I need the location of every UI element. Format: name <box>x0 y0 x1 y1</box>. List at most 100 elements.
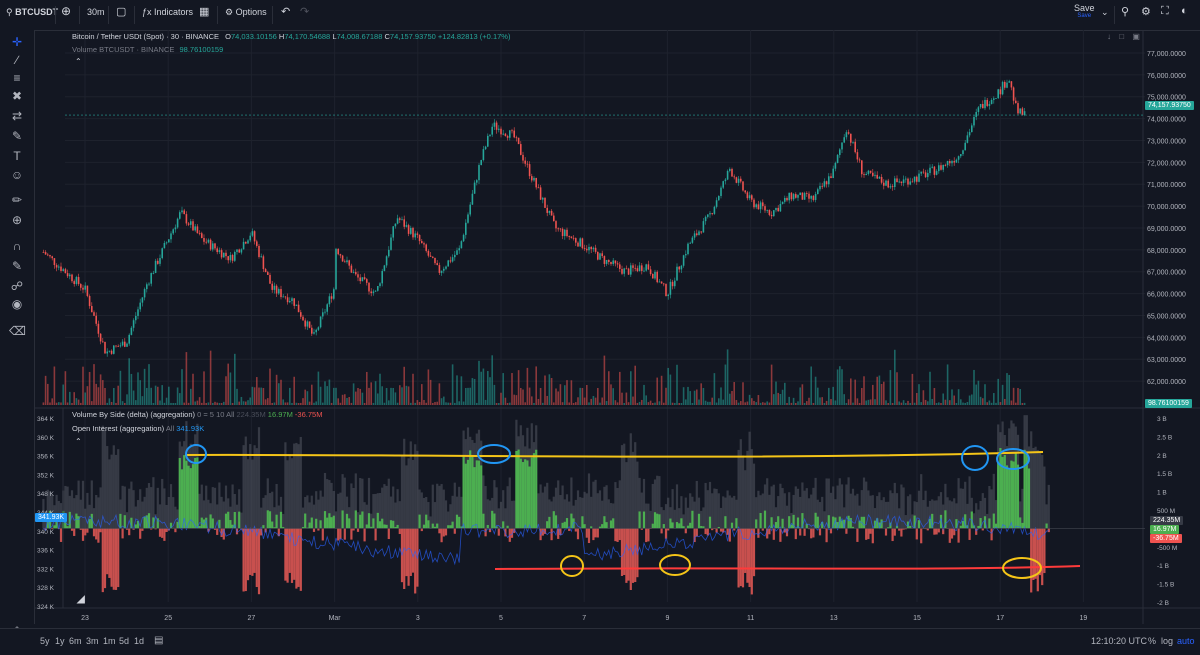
volume-bar <box>238 402 240 405</box>
candle-body <box>991 100 993 104</box>
fullscreen-icon[interactable]: ⛶ <box>1161 5 1169 18</box>
ruler-icon[interactable]: ✏ <box>9 192 25 208</box>
clock-time[interactable]: 12:10:20 UTC <box>1091 636 1147 646</box>
price-tick-label: 65,000.0000 <box>1147 313 1186 320</box>
crosshair-icon[interactable]: ✛ <box>9 34 25 50</box>
text-icon[interactable]: T <box>9 148 25 164</box>
range-3m[interactable]: 3m <box>86 636 99 646</box>
volume-bar <box>164 403 166 405</box>
delta-bar <box>960 526 962 529</box>
candle-body <box>252 231 254 235</box>
delta-bar <box>375 528 377 540</box>
collapse-lower-legend-icon[interactable]: ⌃ <box>75 437 82 446</box>
delta-aggregate-bar <box>133 490 135 528</box>
indicators-button[interactable]: ƒx Indicators <box>142 7 193 17</box>
auto-toggle[interactable]: auto <box>1177 636 1195 646</box>
range-6m[interactable]: 6m <box>69 636 82 646</box>
last-price-tag: 74,157.93750 <box>1145 101 1194 110</box>
oi-tick-label: 324 K <box>37 604 55 611</box>
camera-icon[interactable]: ◐ <box>1181 5 1188 17</box>
trend-line-icon[interactable]: ∕ <box>9 52 25 68</box>
prediction-icon[interactable]: ⇄ <box>9 108 25 124</box>
pattern-icon[interactable]: ✖ <box>9 88 25 104</box>
delta-aggregate-bar <box>766 478 768 528</box>
interval-button[interactable]: 30m <box>87 7 105 17</box>
lock-icon[interactable]: ☍ <box>9 278 25 294</box>
pane-fullscreen-icon[interactable]: ▣ <box>1132 32 1140 41</box>
range-5d[interactable]: 5d <box>119 636 129 646</box>
trash-icon[interactable]: ⌫ <box>9 323 25 339</box>
volume-bar <box>241 397 243 405</box>
candle-body <box>230 255 232 260</box>
percent-toggle[interactable]: % <box>1148 636 1156 646</box>
range-5y[interactable]: 5y <box>40 636 50 646</box>
volume-bar <box>718 398 720 405</box>
candles-icon[interactable]: ▢ <box>116 5 126 18</box>
candle-body <box>995 98 997 99</box>
delta-aggregate-bar <box>108 459 110 528</box>
candle-body <box>945 165 947 166</box>
delta-aggregate-bar <box>991 489 993 528</box>
delta-bar <box>388 528 390 539</box>
volume-bar <box>986 402 988 405</box>
candle-body <box>139 303 141 310</box>
pane-down-icon[interactable]: ↓ <box>1107 32 1111 41</box>
symbol-search[interactable]: ⚲ BTCUSDT <box>6 7 58 18</box>
save-dropdown-icon[interactable]: ⌄ <box>1101 7 1109 18</box>
range-1y[interactable]: 1y <box>55 636 65 646</box>
candle-body <box>498 129 500 130</box>
quick-search-icon[interactable]: ⚲ <box>1121 5 1129 18</box>
delta-bar <box>1006 465 1008 528</box>
log-toggle[interactable]: log <box>1161 636 1173 646</box>
candle-body <box>557 228 559 229</box>
candle-body <box>1004 82 1006 88</box>
magnet-icon[interactable]: ∩ <box>9 238 25 254</box>
candle-body <box>322 312 324 316</box>
pane-controls[interactable]: ↓ □ ▣ <box>1107 32 1140 41</box>
options-button[interactable]: ⚙ Options <box>225 7 267 18</box>
delta-aggregate-bar <box>746 451 748 529</box>
volume-bar <box>502 373 504 405</box>
candle-body <box>296 305 298 306</box>
compare-add-icon[interactable]: ⊕ <box>61 4 71 18</box>
range-1d[interactable]: 1d <box>134 636 144 646</box>
candle-body <box>188 223 190 224</box>
brush-icon[interactable]: ✎ <box>9 128 25 144</box>
delta-bar <box>988 518 990 528</box>
volume-bar <box>450 403 452 405</box>
candle-body <box>601 253 603 256</box>
delta-aggregate-bar <box>544 487 546 529</box>
candle-body <box>1017 103 1019 113</box>
delta-aggregate-bar <box>236 505 238 529</box>
goto-date-icon[interactable]: ▤ <box>154 635 163 646</box>
volume-bar <box>287 402 289 405</box>
delta-bar <box>991 528 993 540</box>
emoji-icon[interactable]: ☺ <box>9 167 25 183</box>
undo-icon[interactable]: ↶ <box>281 5 290 18</box>
delta-aggregate-bar <box>170 484 172 528</box>
redo-icon[interactable]: ↷ <box>300 5 309 18</box>
candle-body <box>978 107 980 112</box>
collapse-legend-icon[interactable]: ⌃ <box>75 57 82 66</box>
settings-icon[interactable]: ⚙ <box>1141 5 1151 18</box>
delta-aggregate-bar <box>256 448 258 528</box>
volume-bar <box>894 350 896 405</box>
fib-icon[interactable]: ≡ <box>9 70 25 86</box>
zoom-in-icon[interactable]: ⊕ <box>9 212 25 228</box>
delta-aggregate-bar <box>104 430 106 528</box>
delta-bar <box>1010 461 1012 529</box>
delta-bar <box>639 511 641 528</box>
pane-maximize-icon[interactable]: □ <box>1119 32 1124 41</box>
candle-body <box>175 227 177 229</box>
range-1m[interactable]: 1m <box>103 636 116 646</box>
candle-body <box>623 268 625 273</box>
candle-body <box>670 282 672 295</box>
lock-drawing-icon[interactable]: ✎ <box>9 258 25 274</box>
save-button[interactable]: Save Save <box>1074 3 1095 19</box>
layout-icon[interactable]: ▦ <box>199 5 209 18</box>
volume-bar <box>1006 373 1008 405</box>
candle-body <box>659 282 661 283</box>
delta-bar <box>478 461 480 529</box>
eye-icon[interactable]: ◉ <box>9 296 25 312</box>
